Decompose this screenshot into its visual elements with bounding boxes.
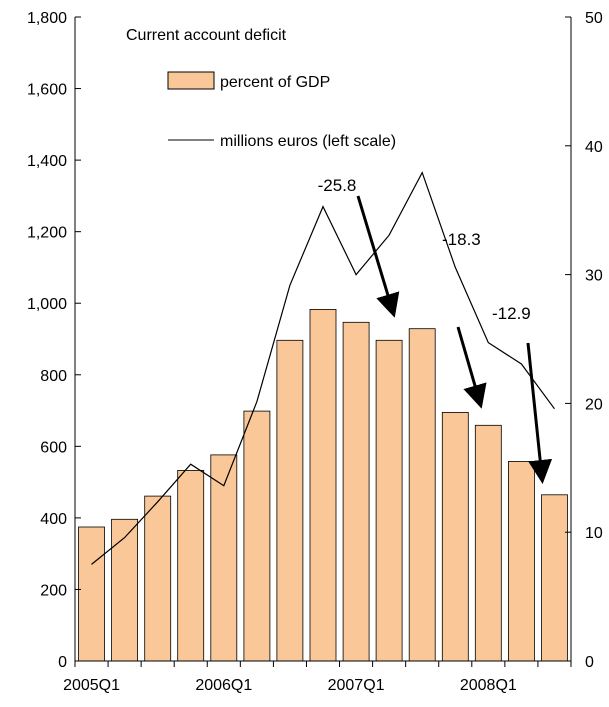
legend-label-millions-euros: millions euros (left scale) [220, 133, 396, 150]
left-tick-label: 800 [40, 368, 67, 385]
bar-2006Q2 [243, 410, 271, 662]
bar-2006Q3 [276, 339, 304, 662]
annotation-label: -25.8 [318, 176, 357, 195]
bar-2008Q1 [474, 424, 502, 662]
left-tick-label: 0 [58, 654, 67, 671]
left-tick-label: 1,200 [27, 225, 67, 242]
bars-layer [78, 308, 568, 662]
left-tick-label: 1,000 [27, 296, 67, 313]
annotation-arrow [456, 326, 487, 409]
left-tick-label: 1,800 [27, 10, 67, 27]
legend-label-percent-of-gdp: percent of GDP [220, 74, 330, 91]
bar-2005Q1 [78, 526, 105, 662]
annotations-layer: -25.8 -18.3 -12.9 [318, 176, 553, 484]
line-layer [91, 171, 555, 565]
annotation-label: -12.9 [492, 304, 531, 323]
right-tick-label: 20 [585, 396, 603, 413]
bar-2007Q3 [408, 328, 436, 662]
bar-2006Q4 [309, 308, 337, 662]
right-tick-label: 50 [585, 10, 603, 27]
bar-2005Q4 [177, 469, 205, 662]
bar-2005Q2 [111, 518, 138, 662]
left-tick-label: 200 [40, 582, 67, 599]
left-tick-label: 1,600 [27, 82, 67, 99]
right-tick-label: 0 [585, 654, 594, 671]
left-tick-label: 400 [40, 511, 67, 528]
bar-2005Q3 [144, 495, 172, 662]
bar-2007Q2 [375, 339, 403, 662]
x-tick-label: 2007Q1 [328, 677, 385, 694]
x-tick-label: 2008Q1 [460, 677, 517, 694]
annotation-arrow [356, 195, 400, 318]
annotation-arrow [526, 342, 553, 484]
bar-2008Q2 [507, 460, 535, 662]
x-tick-label: 2006Q1 [195, 677, 252, 694]
line-millions-euros [91, 171, 555, 565]
bar-2007Q4 [441, 411, 469, 662]
left-tick-label: 1,400 [27, 153, 67, 170]
left-tick-label: 600 [40, 439, 67, 456]
right-tick-label: 40 [585, 139, 603, 156]
chart-title: Current account deficit [126, 27, 287, 44]
annotation-label: -18.3 [442, 230, 481, 249]
legend-swatch-percent-of-gdp [167, 71, 215, 90]
bar-2007Q1 [342, 321, 370, 662]
right-tick-label: 10 [585, 525, 603, 542]
bar-2008Q3 [541, 494, 568, 662]
right-tick-label: 30 [585, 268, 603, 285]
axes-layer: 0 200 400 600 800 1,000 1,200 1,400 1,600 1,800 0 1… [27, 10, 603, 694]
x-tick-label: 2005Q1 [63, 677, 120, 694]
